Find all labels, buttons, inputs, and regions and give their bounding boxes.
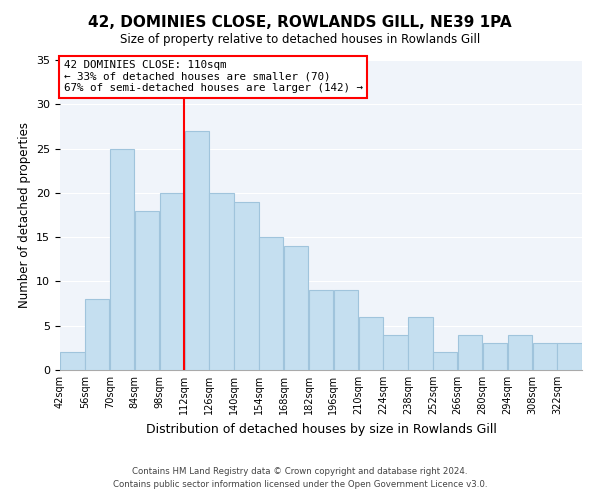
Bar [508,334,532,370]
Bar [185,131,209,370]
Bar [60,352,85,370]
Bar [334,290,358,370]
Bar [85,299,109,370]
Bar [359,317,383,370]
Bar [408,317,433,370]
Bar [234,202,259,370]
Bar [483,344,507,370]
Bar [259,237,283,370]
Bar [458,334,482,370]
X-axis label: Distribution of detached houses by size in Rowlands Gill: Distribution of detached houses by size … [146,422,496,436]
Bar [160,193,184,370]
Bar [284,246,308,370]
Text: 42, DOMINIES CLOSE, ROWLANDS GILL, NE39 1PA: 42, DOMINIES CLOSE, ROWLANDS GILL, NE39 … [88,15,512,30]
Y-axis label: Number of detached properties: Number of detached properties [17,122,31,308]
Bar [533,344,557,370]
Bar [110,148,134,370]
Text: Size of property relative to detached houses in Rowlands Gill: Size of property relative to detached ho… [120,32,480,46]
Bar [383,334,408,370]
Bar [309,290,333,370]
Bar [135,210,159,370]
Bar [433,352,457,370]
Text: Contains HM Land Registry data © Crown copyright and database right 2024.
Contai: Contains HM Land Registry data © Crown c… [113,467,487,489]
Text: 42 DOMINIES CLOSE: 110sqm
← 33% of detached houses are smaller (70)
67% of semi-: 42 DOMINIES CLOSE: 110sqm ← 33% of detac… [64,60,362,93]
Bar [209,193,234,370]
Bar [557,344,582,370]
